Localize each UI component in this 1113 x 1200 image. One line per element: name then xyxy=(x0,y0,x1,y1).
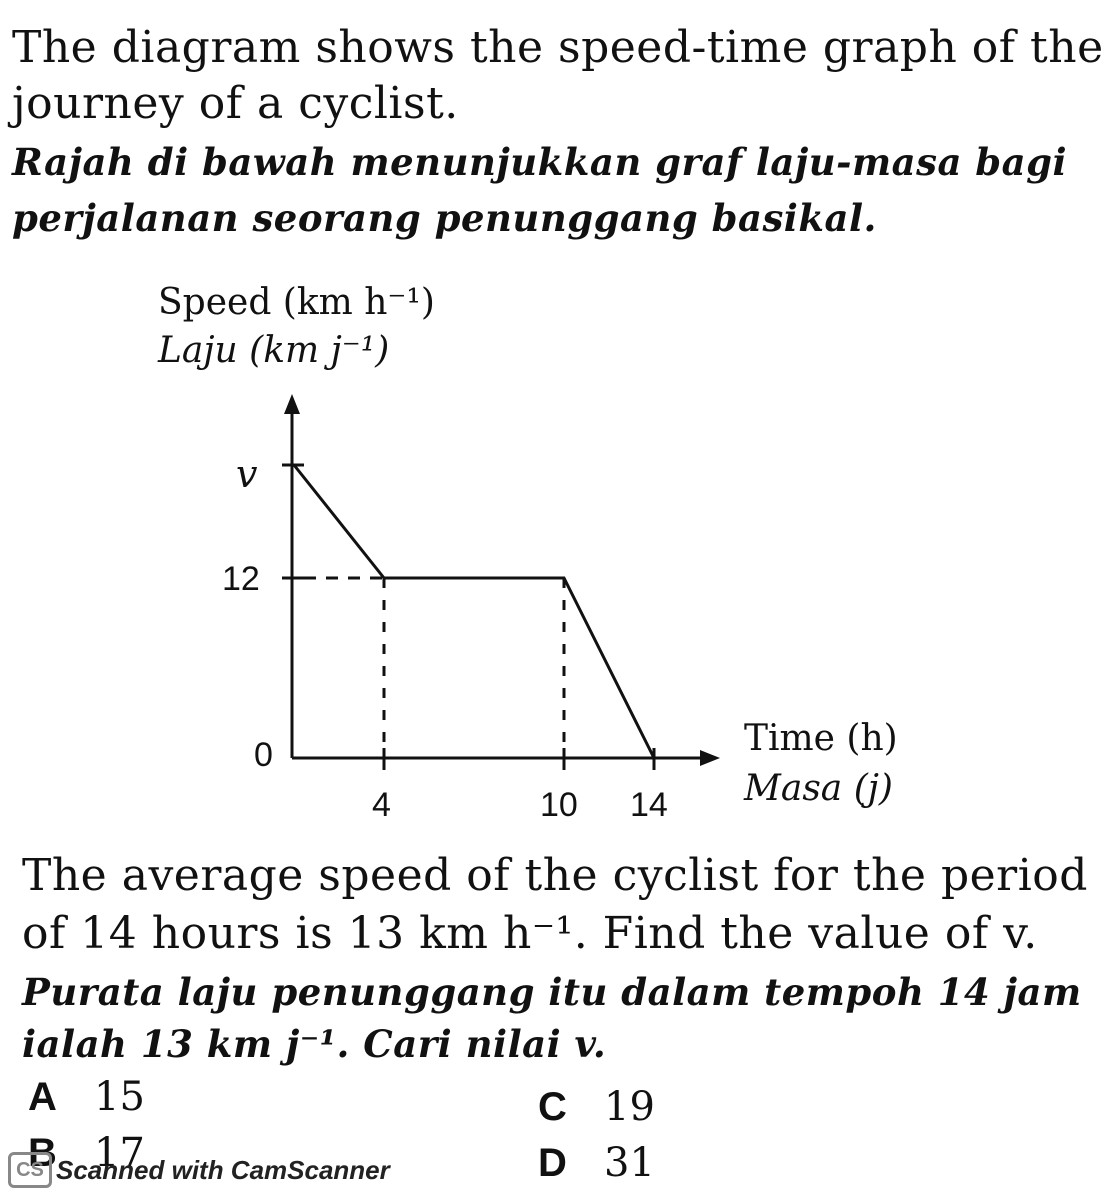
intro-en-line-1: The diagram shows the speed-time graph o… xyxy=(12,22,1104,73)
x-tick-10: 10 xyxy=(540,786,578,824)
option-d-letter: D xyxy=(538,1141,567,1185)
question-en-line-1: The average speed of the cyclist for the… xyxy=(22,850,1088,901)
y-tick-12: 12 xyxy=(222,560,260,598)
x-axis-title-my: Masa (j) xyxy=(744,768,893,809)
intro-my-line-1: Rajah di bawah menunjukkan graf laju-mas… xyxy=(12,140,1068,184)
x-tick-14: 14 xyxy=(630,786,668,824)
camscanner-logo-icon: CS xyxy=(8,1152,52,1188)
y-axis-title-en: Speed (km h⁻¹) xyxy=(158,282,435,323)
x-axis-title-en: Time (h) xyxy=(744,718,898,759)
y-axis-arrow xyxy=(284,394,300,414)
camscanner-watermark: CS Scanned with CamScanner xyxy=(8,1150,390,1190)
y-tick-v: v xyxy=(236,452,258,496)
watermark-text: Scanned with CamScanner xyxy=(56,1154,390,1185)
option-a-value: 15 xyxy=(94,1074,145,1120)
option-c-letter: C xyxy=(538,1085,567,1129)
y-tick-0: 0 xyxy=(254,736,273,774)
x-tick-4: 4 xyxy=(372,786,391,824)
option-b-value: 17 xyxy=(94,1130,145,1176)
y-axis-title-my: Laju (km j⁻¹) xyxy=(158,330,390,371)
option-c[interactable]: C 19 xyxy=(538,1084,655,1130)
x-axis-arrow xyxy=(700,750,720,766)
question-my-line-1: Purata laju penunggang itu dalam tempoh … xyxy=(22,970,1082,1014)
question-en-line-2: of 14 hours is 13 km h⁻¹. Find the value… xyxy=(22,908,1038,959)
option-d-value: 31 xyxy=(604,1140,655,1186)
question-my-line-2: ialah 13 km j⁻¹. Cari nilai v. xyxy=(22,1022,607,1066)
speed-line xyxy=(292,464,656,759)
intro-my-line-2: perjalanan seorang penunggang basikal. xyxy=(12,196,877,240)
option-a-letter: A xyxy=(28,1075,57,1119)
option-c-value: 19 xyxy=(604,1084,655,1130)
intro-en-line-2: journey of a cyclist. xyxy=(12,78,459,129)
option-a[interactable]: A 15 xyxy=(28,1074,145,1120)
option-d[interactable]: D 31 xyxy=(538,1140,655,1186)
